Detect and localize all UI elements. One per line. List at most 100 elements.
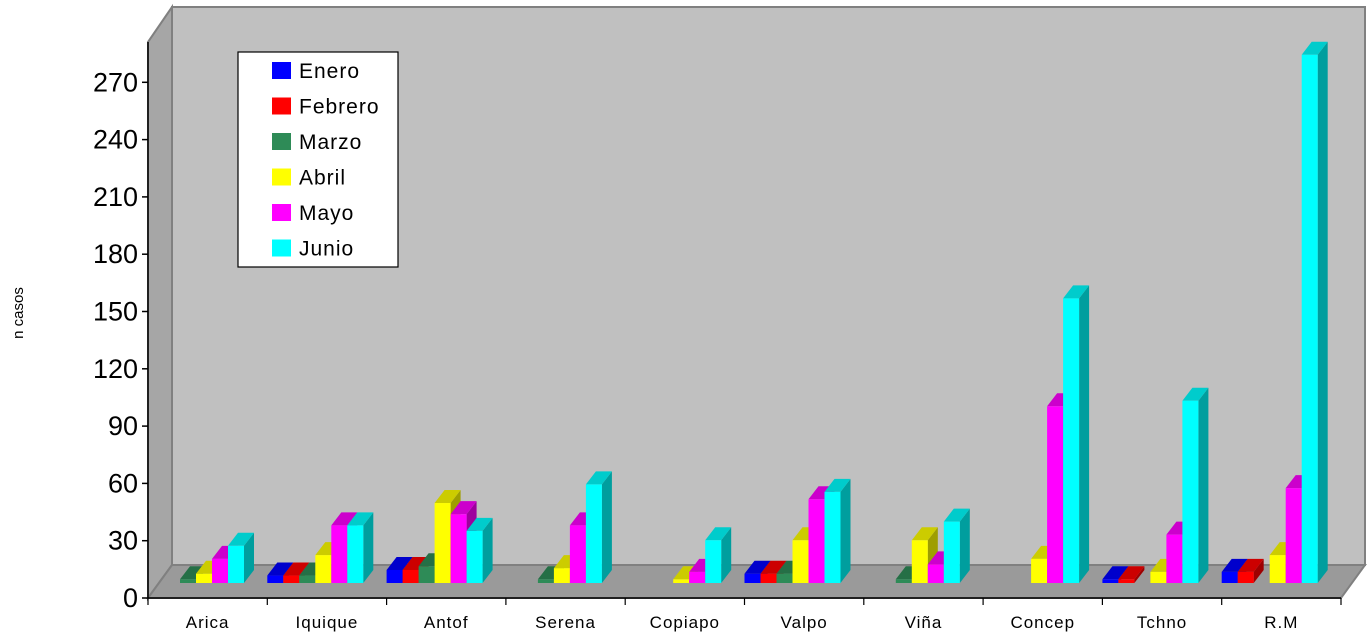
- bar-front: [283, 575, 300, 583]
- axes: 0 30 60 90 120 150 180 210 240 270 Arica Iquique Ant…: [93, 42, 1342, 632]
- bar-front: [347, 525, 364, 583]
- bar: [1063, 285, 1090, 583]
- legend-label: Febrero: [299, 96, 380, 119]
- y-tick-label: 90: [108, 411, 138, 441]
- bar-top: [450, 501, 477, 515]
- left-wall: [147, 3, 173, 602]
- bar-front: [331, 525, 348, 583]
- bar-front: [1118, 579, 1135, 583]
- bar-top: [760, 560, 787, 574]
- bar-top: [1182, 387, 1209, 401]
- bar: [1118, 566, 1145, 583]
- bar-front: [1047, 406, 1064, 583]
- bar-front: [705, 540, 722, 583]
- bar-front: [537, 579, 554, 583]
- bar-front: [1285, 488, 1302, 583]
- legend-label: Marzo: [299, 131, 362, 154]
- bar-top: [824, 478, 851, 492]
- y-tick-label: 240: [93, 125, 138, 155]
- bar-front: [895, 579, 912, 583]
- bar-top: [1237, 558, 1264, 572]
- bar-side: [1317, 41, 1328, 583]
- bar: [1182, 387, 1209, 583]
- y-tick-label: 0: [123, 583, 138, 613]
- x-tick-label: Valpo: [781, 613, 828, 632]
- x-tick-label: Serena: [535, 613, 596, 632]
- bar-front: [792, 540, 809, 583]
- bar-front: [299, 575, 316, 583]
- bar: [1237, 558, 1264, 583]
- bar-top: [466, 517, 493, 531]
- bar-top: [744, 560, 771, 574]
- legend-label: Junio: [299, 238, 354, 261]
- x-tick-label: Copiapo: [650, 613, 720, 632]
- bar-side: [601, 471, 612, 583]
- bar-front: [824, 491, 841, 583]
- bar-side: [840, 478, 851, 583]
- bar-top: [1221, 558, 1248, 572]
- bar-front: [418, 566, 435, 583]
- bar: [466, 517, 493, 583]
- y-tick-label: 120: [93, 354, 138, 384]
- bars: [180, 41, 1328, 583]
- bar-top: [386, 556, 413, 570]
- bar-front: [744, 573, 761, 583]
- y-tick-label: 150: [93, 297, 138, 327]
- bar-front: [673, 579, 690, 583]
- bar-front: [180, 579, 196, 583]
- bar: [347, 512, 374, 583]
- bar-side: [244, 532, 254, 583]
- legend-label: Enero: [299, 60, 360, 83]
- bar-top: [705, 527, 732, 541]
- bar-side: [959, 508, 970, 583]
- bar-front: [196, 573, 212, 583]
- bar-top: [402, 556, 429, 570]
- bar-front: [553, 568, 570, 583]
- bar-side: [482, 517, 493, 583]
- bar-front: [776, 573, 793, 583]
- bar-front: [315, 555, 332, 583]
- x-tick-label: Viña: [905, 613, 943, 632]
- bar-side: [1198, 387, 1209, 583]
- bar-top: [1301, 41, 1328, 55]
- legend: Enero Febrero Marzo Abril Mayo Junio: [237, 51, 399, 268]
- bar-front: [1150, 571, 1167, 583]
- bar-top: [1102, 566, 1129, 580]
- bar-top: [1063, 285, 1090, 299]
- bar-side: [1079, 285, 1090, 583]
- bar-front: [585, 484, 602, 583]
- bar: [705, 527, 732, 583]
- bar: [585, 471, 612, 583]
- bar-front: [1301, 54, 1318, 583]
- legend-swatch: [272, 62, 291, 79]
- bar-front: [927, 564, 944, 583]
- bar-front: [808, 499, 825, 583]
- bar-top: [911, 527, 938, 541]
- bar-front: [1102, 579, 1119, 583]
- bar-front: [760, 573, 777, 583]
- bar-front: [1237, 571, 1254, 583]
- bar-front: [402, 569, 419, 583]
- bar-front: [943, 521, 960, 583]
- bar: [1301, 41, 1328, 583]
- bar-top: [228, 532, 254, 546]
- legend-label: Mayo: [299, 202, 354, 225]
- x-tick-label: Arica: [186, 613, 230, 632]
- bar: [943, 508, 970, 583]
- bar-front: [386, 569, 403, 583]
- x-tick-label: R.M: [1264, 613, 1298, 632]
- bar-front: [1031, 558, 1048, 583]
- x-tick-label: Concep: [1010, 613, 1075, 632]
- bar-front: [466, 530, 483, 583]
- bar-top: [434, 490, 461, 504]
- x-tick-label: Tchno: [1137, 613, 1187, 632]
- bar-top: [943, 508, 970, 522]
- bar-side: [721, 527, 732, 583]
- y-tick-label: 30: [108, 526, 138, 556]
- legend-swatch: [272, 133, 291, 150]
- bar-front: [911, 540, 928, 583]
- bar: [228, 532, 254, 583]
- bar-front: [1269, 555, 1286, 583]
- bar-front: [450, 514, 467, 583]
